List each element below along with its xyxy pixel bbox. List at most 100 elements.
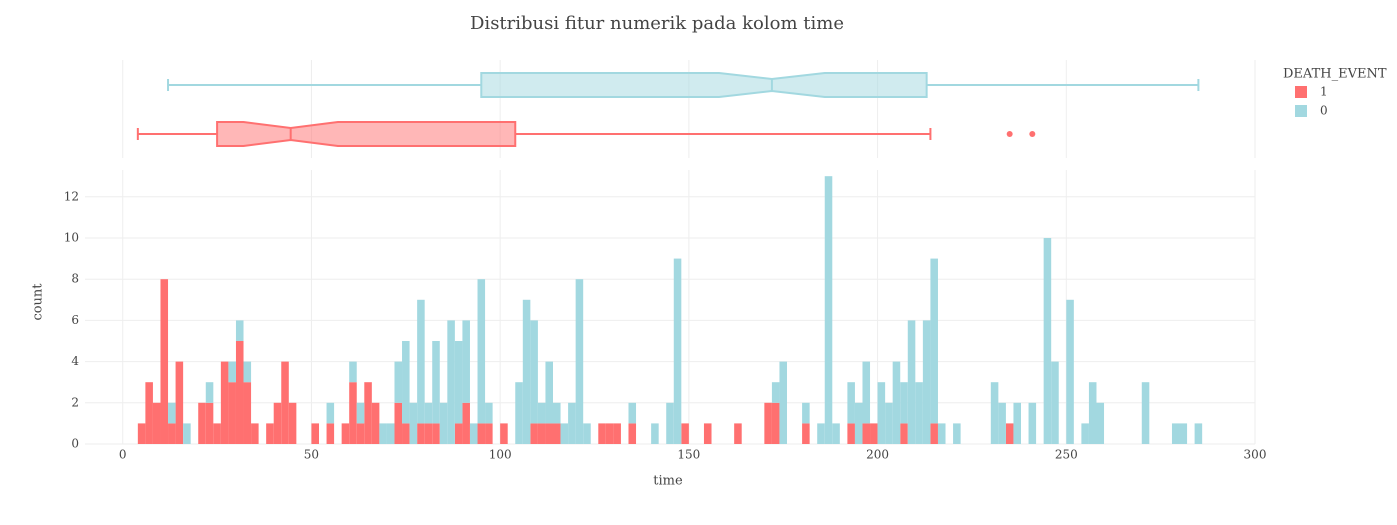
bar <box>1005 423 1014 444</box>
bar <box>734 423 742 444</box>
bar <box>326 423 335 444</box>
bar <box>802 402 810 424</box>
bar <box>1141 382 1150 444</box>
bar <box>907 320 916 444</box>
x-tick-label: 250 <box>1055 448 1078 462</box>
bar <box>1096 402 1105 444</box>
bar <box>870 423 878 444</box>
y-tick-label: 0 <box>71 437 79 451</box>
bar <box>779 361 787 444</box>
bar <box>537 402 546 424</box>
bar <box>522 299 531 444</box>
bar <box>228 382 236 444</box>
bar <box>424 423 433 444</box>
bar <box>885 402 893 444</box>
bar <box>409 402 418 444</box>
legend-title: DEATH_EVENT <box>1283 67 1387 82</box>
bar <box>1066 299 1074 444</box>
bar <box>990 382 999 444</box>
bar <box>235 340 244 444</box>
bar <box>1013 402 1021 444</box>
bar <box>764 402 772 444</box>
x-tick-label: 50 <box>304 448 319 462</box>
bar <box>432 423 440 444</box>
bar <box>703 423 712 444</box>
y-axis-label: count <box>31 283 46 321</box>
bar <box>454 340 463 424</box>
bar <box>477 423 486 444</box>
bar <box>349 382 357 444</box>
bar <box>235 320 244 341</box>
bar <box>168 423 176 444</box>
bar <box>213 423 221 444</box>
bar <box>152 402 161 444</box>
bar <box>673 258 682 444</box>
bar <box>605 423 614 444</box>
bar <box>930 423 938 444</box>
bar <box>1171 423 1180 444</box>
bar <box>273 402 282 444</box>
bar <box>771 382 780 403</box>
bar <box>243 382 252 444</box>
bar <box>998 402 1006 444</box>
bar <box>175 361 184 444</box>
bar <box>402 340 410 424</box>
bar <box>228 361 236 383</box>
bar <box>386 423 395 444</box>
bar <box>341 423 350 444</box>
bar <box>545 361 553 424</box>
bar <box>892 361 901 444</box>
bar <box>922 320 931 444</box>
bar <box>205 402 214 444</box>
box <box>480 72 928 98</box>
bar <box>1028 402 1037 444</box>
bar <box>515 382 523 444</box>
bar <box>681 423 689 444</box>
bar <box>462 320 470 403</box>
bar <box>824 176 833 444</box>
bar <box>160 279 169 444</box>
y-tick-label: 2 <box>71 395 79 409</box>
y-tick-label: 4 <box>71 354 79 368</box>
bar <box>832 423 840 444</box>
bar <box>500 423 508 444</box>
bar <box>356 402 365 424</box>
x-tick-label: 150 <box>677 448 700 462</box>
bar <box>447 320 455 444</box>
bar <box>266 423 274 444</box>
x-tick-label: 0 <box>119 448 127 462</box>
y-tick-label: 12 <box>64 189 79 203</box>
bar <box>281 361 289 444</box>
bar <box>379 423 387 444</box>
bar <box>937 423 946 444</box>
bar <box>847 423 855 444</box>
bar <box>628 423 637 444</box>
bar <box>854 402 863 444</box>
bar <box>651 423 659 444</box>
bar <box>454 423 463 444</box>
bar <box>432 340 440 424</box>
bar <box>205 382 214 403</box>
bar <box>462 402 470 444</box>
bar <box>243 361 252 383</box>
bar <box>900 423 908 444</box>
bar <box>251 423 259 444</box>
bar <box>666 402 674 444</box>
box <box>216 121 517 147</box>
bar <box>145 382 153 444</box>
bar <box>545 423 553 444</box>
y-tick-label: 10 <box>64 230 79 244</box>
chart-title: Distribusi fitur numerik pada kolom time <box>470 13 844 34</box>
legend-swatch <box>1295 86 1307 98</box>
bar <box>953 423 961 444</box>
x-tick-label: 200 <box>866 448 889 462</box>
bar <box>575 279 584 444</box>
bar <box>394 361 403 403</box>
bar <box>424 402 433 424</box>
bar <box>364 382 372 444</box>
y-tick-label: 6 <box>71 313 79 327</box>
bar <box>537 423 546 444</box>
bar <box>568 402 576 444</box>
